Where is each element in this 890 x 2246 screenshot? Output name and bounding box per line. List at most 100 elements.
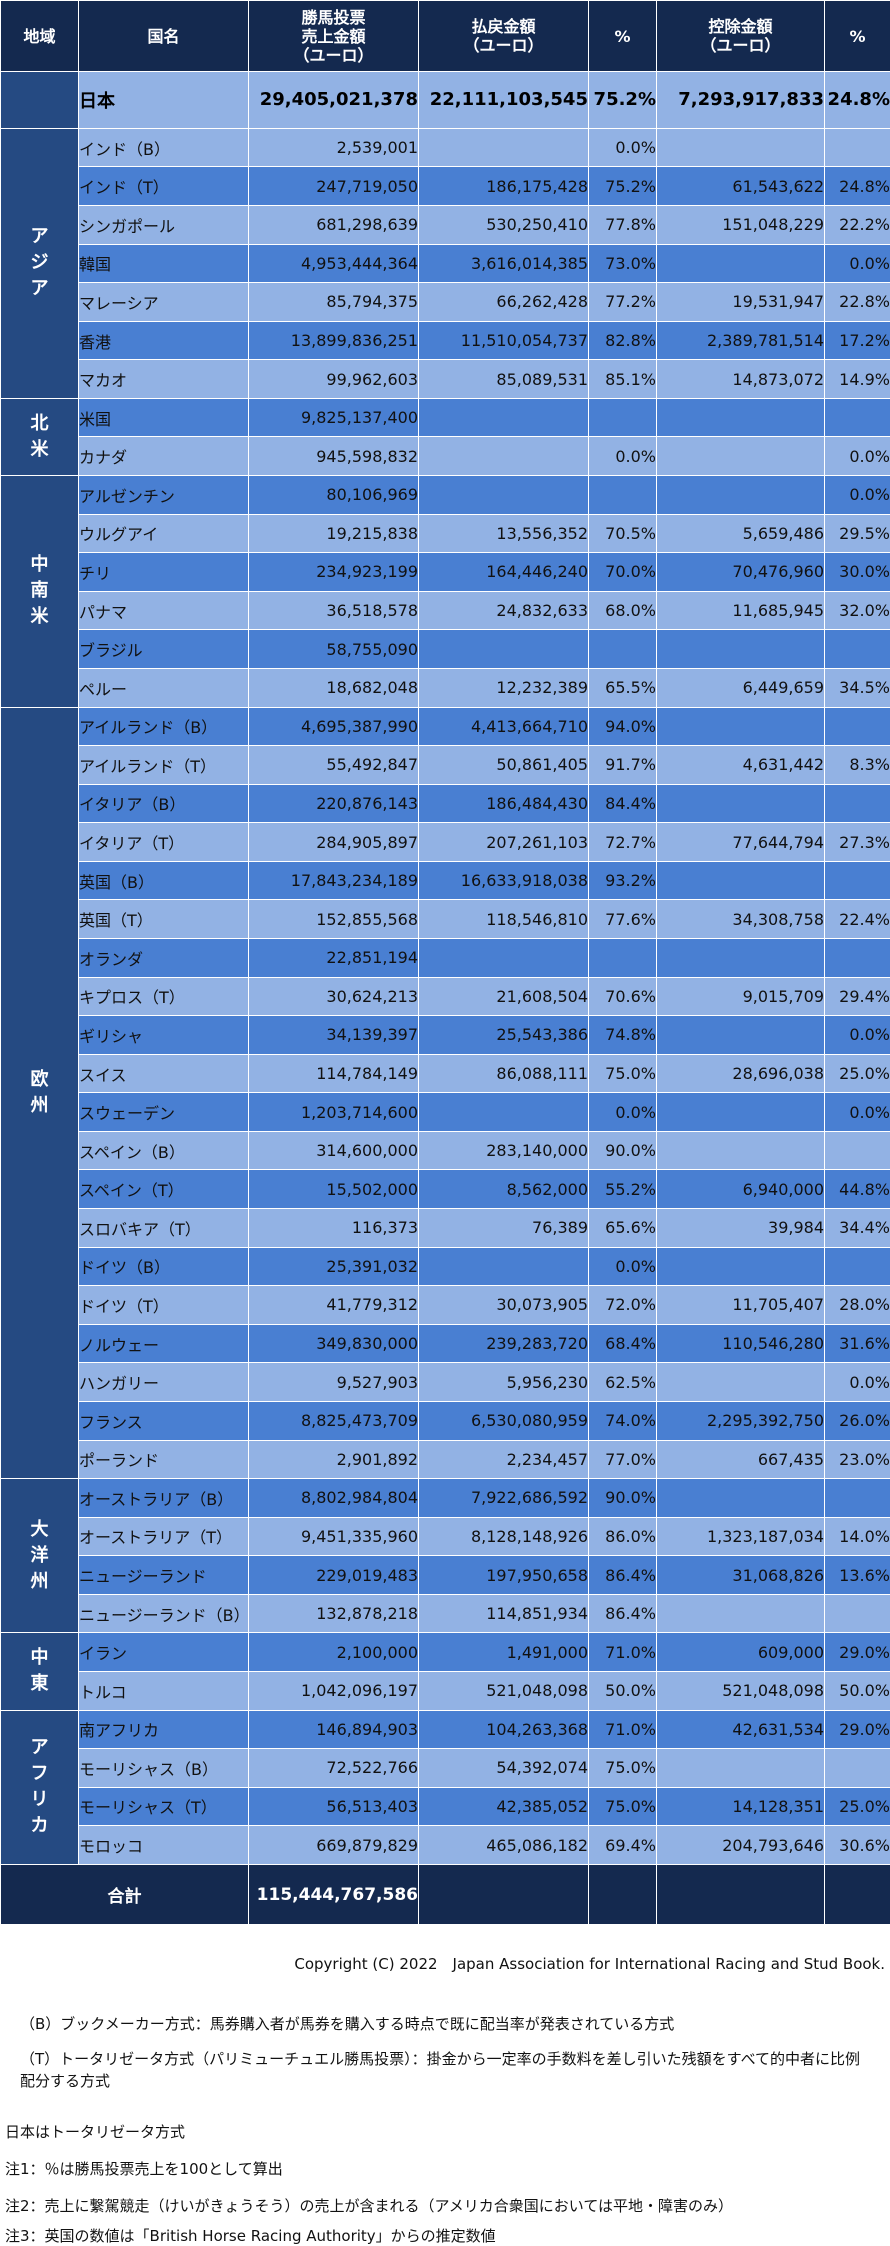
payout-cell: 21,608,504: [419, 977, 589, 1016]
payout-pct-cell: 72.0%: [589, 1286, 657, 1325]
deduct-pct-cell: 31.6%: [825, 1324, 890, 1363]
payout-cell: 197,950,658: [419, 1556, 589, 1595]
table-header-row: 地域 国名 勝馬投票 売上金額 （ユーロ） 払戻金額 （ユーロ） % 控除金額 …: [1, 1, 890, 72]
deduct-cell: 204,793,646: [657, 1826, 825, 1865]
deduct-cell: 5,659,486: [657, 514, 825, 553]
country-cell: イラン: [79, 1633, 249, 1672]
deduct-cell: [657, 784, 825, 823]
deduct-pct-cell: 34.4%: [825, 1209, 890, 1248]
payout-cell: [419, 938, 589, 977]
sales-cell: 55,492,847: [249, 746, 419, 785]
deduct-pct-cell: 50.0%: [825, 1671, 890, 1710]
sales-cell: 85,794,375: [249, 283, 419, 322]
sales-cell: 116,373: [249, 1209, 419, 1248]
payout-pct-cell: [589, 398, 657, 437]
deduct-pct-cell: 23.0%: [825, 1440, 890, 1479]
country-cell: カナダ: [79, 437, 249, 476]
payout-pct-cell: 62.5%: [589, 1363, 657, 1402]
payout-pct-cell: 75.0%: [589, 1749, 657, 1788]
payout-cell: 86,088,111: [419, 1054, 589, 1093]
country-cell: ニュージーランド: [79, 1556, 249, 1595]
payout-pct-cell: 75.2%: [589, 167, 657, 206]
sales-cell: 36,518,578: [249, 591, 419, 630]
payout-pct-cell: 77.8%: [589, 206, 657, 245]
deduct-pct-cell: 0.0%: [825, 1093, 890, 1132]
country-cell: 韓国: [79, 244, 249, 283]
payout-cell: [419, 128, 589, 167]
region-label: アジア: [30, 224, 50, 302]
country-cell: シンガポール: [79, 206, 249, 245]
payout-pct-cell: 68.0%: [589, 591, 657, 630]
deduct-pct-cell: 22.2%: [825, 206, 890, 245]
country-cell: 香港: [79, 321, 249, 360]
deduct-pct-cell: 29.0%: [825, 1633, 890, 1672]
payout-cell: 66,262,428: [419, 283, 589, 322]
deduct-pct-cell: 14.0%: [825, 1517, 890, 1556]
deduct-cell: [657, 1479, 825, 1518]
total-empty-cell: [657, 1865, 825, 1925]
region-cell: アジア: [1, 128, 79, 398]
country-cell: モーリシャス（T）: [79, 1787, 249, 1826]
country-cell: インド（T）: [79, 167, 249, 206]
payout-cell: 186,484,430: [419, 784, 589, 823]
sales-cell: 132,878,218: [249, 1594, 419, 1633]
deduct-pct-cell: 22.8%: [825, 283, 890, 322]
sales-cell: 17,843,234,189: [249, 861, 419, 900]
sales-cell: 58,755,090: [249, 630, 419, 669]
sales-cell: 349,830,000: [249, 1324, 419, 1363]
payout-pct-cell: 70.0%: [589, 553, 657, 592]
payout-cell: 25,543,386: [419, 1016, 589, 1055]
payout-pct-cell: [589, 476, 657, 515]
payout-pct-cell: 85.1%: [589, 360, 657, 399]
payout-cell: 4,413,664,710: [419, 707, 589, 746]
total-empty-cell: [419, 1865, 589, 1925]
country-cell: 日本: [79, 72, 249, 129]
deduct-cell: 4,631,442: [657, 746, 825, 785]
deduct-cell: 2,389,781,514: [657, 321, 825, 360]
sales-cell: 152,855,568: [249, 900, 419, 939]
payout-cell: [419, 398, 589, 437]
country-cell: スペイン（T）: [79, 1170, 249, 1209]
deduct-cell: [657, 476, 825, 515]
deduct-cell: 19,531,947: [657, 283, 825, 322]
country-cell: 英国（B）: [79, 861, 249, 900]
country-cell: ドイツ（T）: [79, 1286, 249, 1325]
sales-cell: 314,600,000: [249, 1131, 419, 1170]
payout-cell: 465,086,182: [419, 1826, 589, 1865]
payout-cell: 11,510,054,737: [419, 321, 589, 360]
country-cell: スウェーデン: [79, 1093, 249, 1132]
region-cell: 大洋州: [1, 1479, 79, 1633]
sales-cell: 247,719,050: [249, 167, 419, 206]
deduct-pct-cell: [825, 1749, 890, 1788]
payout-cell: 530,250,410: [419, 206, 589, 245]
deduct-pct-cell: [825, 861, 890, 900]
deduct-cell: 34,308,758: [657, 900, 825, 939]
sales-cell: 30,624,213: [249, 977, 419, 1016]
sales-cell: 669,879,829: [249, 1826, 419, 1865]
deduct-pct-cell: 24.8%: [825, 72, 890, 129]
header-payout-pct: %: [589, 1, 657, 72]
deduct-pct-cell: 0.0%: [825, 476, 890, 515]
deduct-pct-cell: 44.8%: [825, 1170, 890, 1209]
payout-cell: 118,546,810: [419, 900, 589, 939]
deduct-pct-cell: 29.0%: [825, 1710, 890, 1749]
deduct-cell: [657, 1131, 825, 1170]
sales-cell: 18,682,048: [249, 668, 419, 707]
deduct-pct-cell: [825, 784, 890, 823]
payout-cell: [419, 1093, 589, 1132]
payout-pct-cell: 71.0%: [589, 1633, 657, 1672]
payout-pct-cell: 84.4%: [589, 784, 657, 823]
header-sales: 勝馬投票 売上金額 （ユーロ）: [249, 1, 419, 72]
sales-cell: 41,779,312: [249, 1286, 419, 1325]
deduct-pct-cell: [825, 1131, 890, 1170]
